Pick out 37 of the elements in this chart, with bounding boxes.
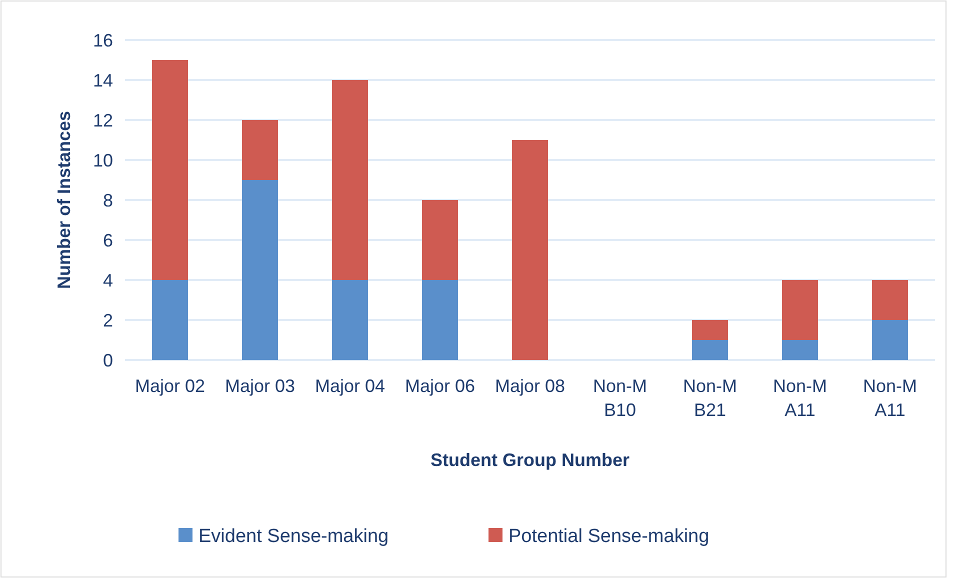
x-tick-label: Non-M A11 <box>772 376 828 420</box>
y-tick-label: 6 <box>102 230 113 250</box>
x-axis-title: Student Group Number <box>430 450 630 470</box>
bar <box>692 320 728 340</box>
y-tick-label: 4 <box>102 270 113 290</box>
y-tick-label: 16 <box>92 30 113 50</box>
bar <box>152 60 188 280</box>
bar <box>422 200 458 280</box>
x-tick-label: Major 08 <box>494 376 566 396</box>
x-tick-label: Non-M B21 <box>682 376 738 420</box>
bar <box>782 280 818 340</box>
y-tick-label: 2 <box>102 310 113 330</box>
y-axis-title: Number of Instances <box>54 110 74 290</box>
bar <box>692 340 728 360</box>
y-tick-label: 14 <box>92 70 113 90</box>
legend-label: Potential Sense-making <box>508 526 710 547</box>
bar <box>422 280 458 360</box>
x-tick-label: Non-M B10 <box>592 376 648 420</box>
x-tick-label: Non-M A11 <box>862 376 918 420</box>
bar <box>332 280 368 360</box>
bar <box>782 340 818 360</box>
bar <box>872 280 908 320</box>
y-tick-label: 12 <box>92 110 113 130</box>
bar <box>512 140 548 360</box>
bar <box>242 180 278 360</box>
x-tick-label: Major 06 <box>404 376 476 396</box>
bar <box>242 120 278 180</box>
x-tick-label: Major 03 <box>224 376 296 396</box>
y-tick-label: 10 <box>92 150 113 170</box>
legend-label: Evident Sense-making <box>198 526 389 547</box>
bar <box>872 320 908 360</box>
x-tick-label: Major 04 <box>314 376 386 396</box>
x-tick-label: Major 02 <box>134 376 206 396</box>
y-tick-label: 8 <box>102 190 113 210</box>
bar <box>332 80 368 280</box>
y-tick-label: 0 <box>102 350 113 370</box>
bar <box>152 280 188 360</box>
